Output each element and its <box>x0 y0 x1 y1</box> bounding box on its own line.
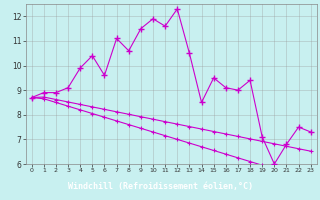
Text: Windchill (Refroidissement éolien,°C): Windchill (Refroidissement éolien,°C) <box>68 182 252 190</box>
